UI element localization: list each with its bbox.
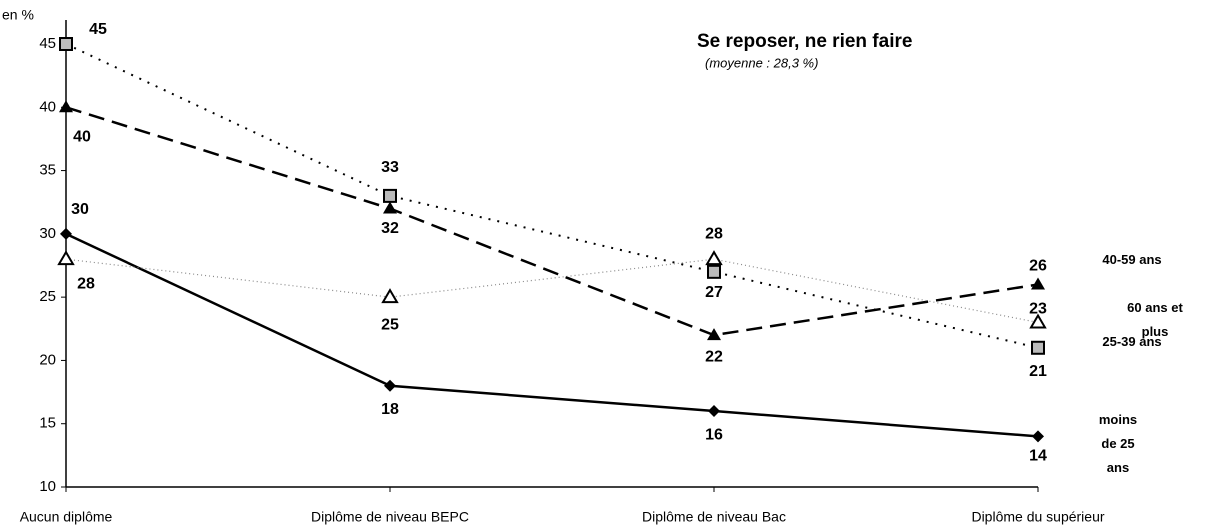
data-label: 23 [1029, 301, 1047, 318]
marker [60, 227, 72, 240]
series-line [65, 106, 1039, 337]
data-label: 26 [1029, 258, 1047, 275]
data-label: 28 [77, 275, 95, 292]
legend-label: moins de 25 ans [1098, 412, 1138, 475]
marker [707, 264, 721, 279]
chart-title: Se reposer, ne rien faire [697, 31, 912, 52]
y-tick-label: 35 [39, 162, 56, 179]
data-label: 33 [381, 159, 399, 176]
marker [59, 37, 73, 51]
marker [59, 100, 73, 113]
marker [1031, 277, 1045, 290]
data-label: 30 [71, 201, 89, 218]
data-label: 14 [1029, 448, 1047, 465]
y-tick-label: 20 [39, 351, 56, 368]
x-tick-label: Diplôme de niveau Bac [642, 509, 786, 525]
x-tick-label: Diplôme du supérieur [971, 509, 1104, 525]
y-tick-label: 10 [39, 478, 56, 495]
chart-subtitle: (moyenne : 28,3 %) [705, 55, 818, 70]
data-label: 32 [381, 220, 399, 237]
marker [1032, 430, 1044, 443]
data-label: 16 [705, 426, 723, 443]
series-line [65, 232, 1039, 438]
marker [705, 250, 723, 266]
y-tick-label: 45 [39, 35, 56, 52]
y-axis-label: en % [2, 7, 34, 23]
y-tick-label: 40 [39, 98, 56, 115]
marker [57, 250, 75, 266]
marker [381, 288, 399, 304]
y-tick-label: 25 [39, 288, 56, 305]
marker [383, 188, 397, 203]
data-label: 22 [705, 348, 723, 365]
data-label: 21 [1029, 363, 1047, 380]
y-tick-label: 15 [39, 415, 56, 432]
marker [708, 405, 720, 418]
marker [1031, 340, 1045, 355]
marker [707, 328, 721, 341]
legend-label: 25-39 ans [1102, 334, 1162, 349]
y-tick-label: 30 [39, 225, 56, 242]
x-tick-label: Aucun diplôme [20, 509, 113, 525]
legend-label: 40-59 ans [1102, 252, 1162, 267]
data-label: 18 [381, 401, 399, 418]
data-label: 40 [73, 129, 91, 146]
legend-label: 60 ans et plus [1127, 300, 1183, 339]
data-label: 25 [381, 316, 399, 333]
marker [383, 201, 397, 214]
data-label: 28 [705, 225, 723, 242]
x-tick-label: Diplôme de niveau BEPC [311, 509, 469, 525]
data-label: 27 [705, 284, 723, 301]
marker [1029, 313, 1047, 329]
marker [384, 379, 396, 392]
data-label: 45 [89, 21, 107, 38]
